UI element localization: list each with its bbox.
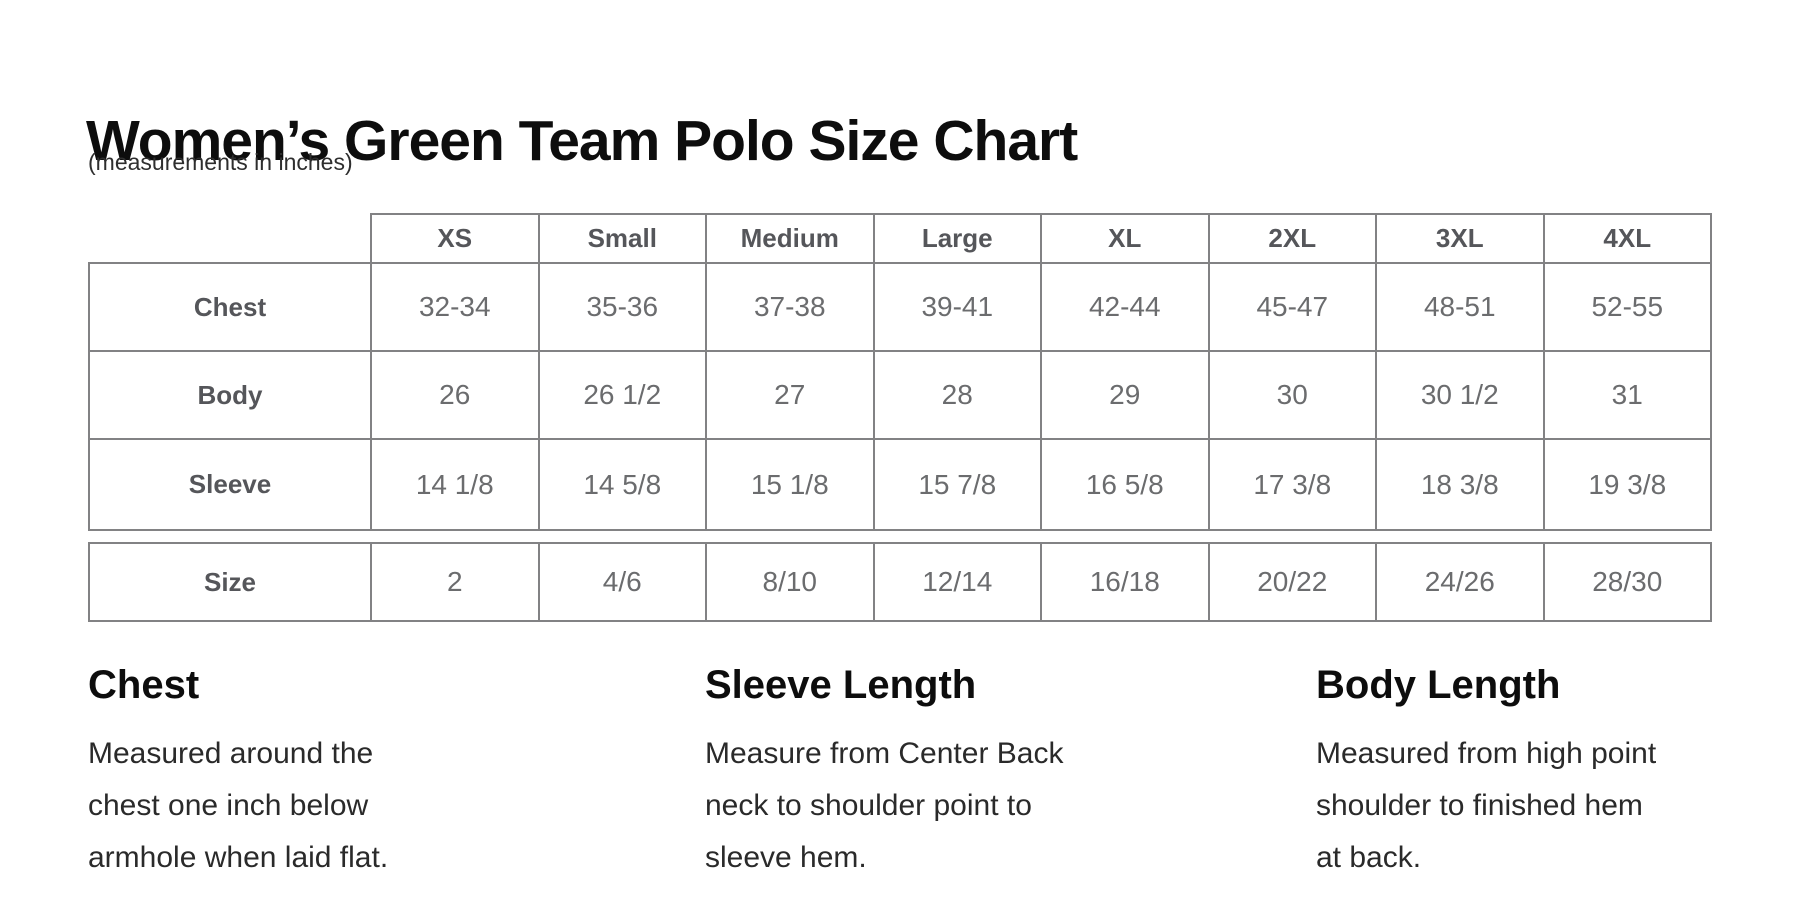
note-body-length: Body Length Measured from high point sho… — [1316, 662, 1800, 884]
column-header-3xl: 3XL — [1375, 213, 1545, 264]
page-title: Women’s Green Team Polo Size Chart — [86, 109, 1078, 174]
sleeve-xs-value: 14 1/8 — [370, 438, 540, 531]
size-large-value: 12/14 — [872, 542, 1042, 622]
column-header-2xl: 2XL — [1207, 213, 1377, 264]
chest-xl-value: 42-44 — [1040, 262, 1210, 352]
column-header-medium: Medium — [705, 213, 875, 264]
chest-2xl-value: 45-47 — [1207, 262, 1377, 352]
note-body-length-description: Measured from high point shoulder to fin… — [1316, 737, 1657, 874]
note-body-length-heading: Body Length — [1316, 663, 1561, 707]
body-large-value: 28 — [872, 350, 1042, 440]
row-label-chest: Chest — [88, 262, 372, 352]
corner-cell — [89, 214, 371, 263]
row-label-body: Body — [88, 350, 372, 440]
body-4xl-value: 31 — [1542, 350, 1712, 440]
note-sleeve-length-heading: Sleeve Length — [705, 663, 977, 707]
chest-xs-value: 32-34 — [370, 262, 540, 352]
chest-3xl-value: 48-51 — [1375, 262, 1545, 352]
body-3xl-value: 30 1/2 — [1375, 350, 1545, 440]
note-chest-description: Measured around the chest one inch below… — [88, 737, 389, 874]
sleeve-4xl-value: 19 3/8 — [1542, 438, 1712, 531]
table-header-row: XS Small Medium Large XL 2XL 3XL 4XL — [89, 213, 1712, 264]
row-label-size: Size — [88, 542, 372, 622]
column-header-4xl: 4XL — [1542, 213, 1712, 264]
column-header-small: Small — [537, 213, 707, 264]
size-xs-value: 2 — [370, 542, 540, 622]
body-2xl-value: 30 — [1207, 350, 1377, 440]
note-chest-heading: Chest — [88, 663, 200, 707]
size-xl-value: 16/18 — [1040, 542, 1210, 622]
size-4xl-value: 28/30 — [1542, 542, 1712, 622]
sleeve-large-value: 15 7/8 — [872, 438, 1042, 531]
chest-medium-value: 37-38 — [705, 262, 875, 352]
size-medium-value: 8/10 — [705, 542, 875, 622]
note-chest: Chest Measured around the chest one inch… — [88, 662, 648, 884]
column-header-xl: XL — [1040, 213, 1210, 264]
note-sleeve-length-description: Measure from Center Back neck to shoulde… — [705, 737, 1064, 874]
sleeve-small-value: 14 5/8 — [537, 438, 707, 531]
chest-large-value: 39-41 — [872, 262, 1042, 352]
numeric-size-table: Size 2 4/6 8/10 12/14 16/18 20/22 24/26 … — [88, 542, 1712, 622]
body-xs-value: 26 — [370, 350, 540, 440]
note-sleeve-length: Sleeve Length Measure from Center Back n… — [705, 662, 1265, 884]
sleeve-3xl-value: 18 3/8 — [1375, 438, 1545, 531]
table-row-chest: Chest 32-34 35-36 37-38 39-41 42-44 45-4… — [88, 262, 1712, 352]
table-row-size: Size 2 4/6 8/10 12/14 16/18 20/22 24/26 … — [88, 542, 1712, 622]
sleeve-medium-value: 15 1/8 — [705, 438, 875, 531]
row-label-sleeve: Sleeve — [88, 438, 372, 531]
page-subtitle: (measurements in inches) — [88, 149, 353, 175]
size-small-value: 4/6 — [537, 542, 707, 622]
table-row-body: Body 26 26 1/2 27 28 29 30 30 1/2 31 — [88, 350, 1712, 440]
size-chart-table: XS Small Medium Large XL 2XL 3XL 4XL Che… — [88, 213, 1712, 531]
sleeve-xl-value: 16 5/8 — [1040, 438, 1210, 531]
body-medium-value: 27 — [705, 350, 875, 440]
body-small-value: 26 1/2 — [537, 350, 707, 440]
size-3xl-value: 24/26 — [1375, 542, 1545, 622]
chest-small-value: 35-36 — [537, 262, 707, 352]
column-header-xs: XS — [370, 213, 540, 264]
size-2xl-value: 20/22 — [1207, 542, 1377, 622]
column-header-large: Large — [872, 213, 1042, 264]
table-row-sleeve: Sleeve 14 1/8 14 5/8 15 1/8 15 7/8 16 5/… — [88, 438, 1712, 531]
chest-4xl-value: 52-55 — [1542, 262, 1712, 352]
body-xl-value: 29 — [1040, 350, 1210, 440]
sleeve-2xl-value: 17 3/8 — [1207, 438, 1377, 531]
